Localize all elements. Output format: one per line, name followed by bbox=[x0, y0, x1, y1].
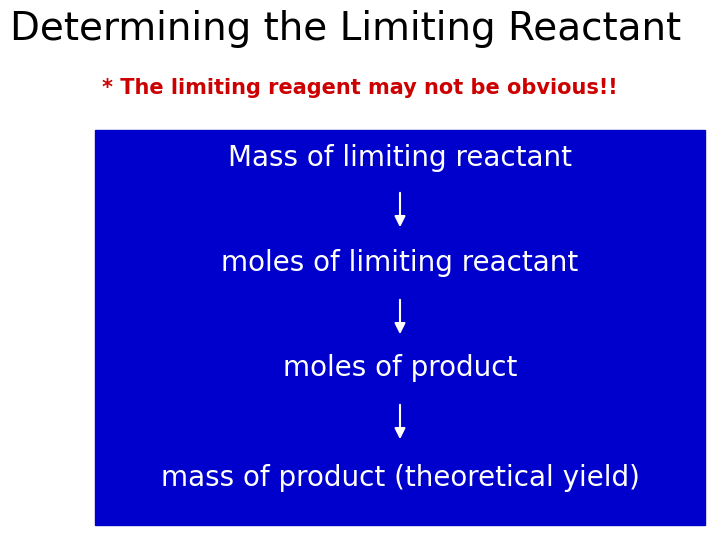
Text: Determining the Limiting Reactant: Determining the Limiting Reactant bbox=[10, 10, 681, 48]
Text: mass of product (theoretical yield): mass of product (theoretical yield) bbox=[161, 464, 639, 492]
Text: * The limiting reagent may not be obvious!!: * The limiting reagent may not be obviou… bbox=[102, 78, 618, 98]
Bar bbox=[95, 130, 705, 525]
Text: moles of limiting reactant: moles of limiting reactant bbox=[221, 249, 579, 277]
Text: Mass of limiting reactant: Mass of limiting reactant bbox=[228, 144, 572, 172]
Text: moles of product: moles of product bbox=[283, 354, 517, 382]
